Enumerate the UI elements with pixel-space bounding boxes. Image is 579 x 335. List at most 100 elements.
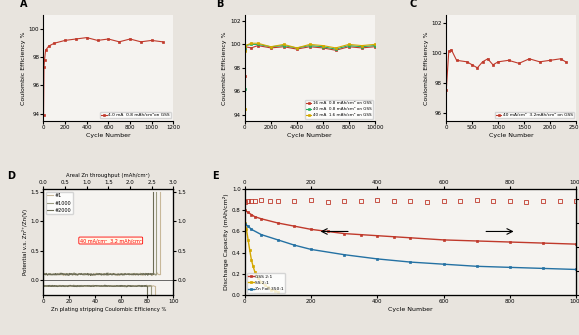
40 mA  1.6 mAh/cm² on GSS — [267, 45, 274, 49]
40 mA  0.8 mAh/cm² on GSS — [241, 47, 248, 51]
Zn Foil 350:1 — [248, 227, 255, 231]
Zn Foil 350:1 — [258, 232, 265, 237]
40 mA  0.8 mAh/cm² on GSS — [242, 44, 249, 48]
40 mA/cm²  3.2mAh/cm² on GSS — [547, 58, 554, 62]
4.0 mA  0.8 mAh/cm²on GSS — [42, 48, 49, 52]
16 mA  0.8 mAh/cm² on GSS — [332, 48, 339, 52]
Line: 40 mA  1.6 mAh/cm² on GSS: 40 mA 1.6 mAh/cm² on GSS — [243, 42, 376, 110]
Line: 40 mA/cm²  3.2mAh/cm² on GSS: 40 mA/cm² 3.2mAh/cm² on GSS — [445, 48, 567, 92]
40 mA/cm²  3.2mAh/cm² on GSS — [453, 58, 460, 62]
Legend: GSS 2:1, SS 2:1, Zn Foil 350:1: GSS 2:1, SS 2:1, Zn Foil 350:1 — [247, 273, 285, 292]
16 mA  0.8 mAh/cm² on GSS — [280, 45, 287, 49]
40 mA  1.6 mAh/cm² on GSS — [319, 44, 326, 48]
GSS 2:1 — [390, 235, 397, 239]
SS 2:1 — [258, 280, 265, 284]
#1 — [115, 274, 122, 278]
Line: Zn Foil 350:1: Zn Foil 350:1 — [244, 223, 577, 271]
16 mA  0.8 mAh/cm² on GSS — [319, 46, 326, 50]
Zn Foil 350:1 — [274, 238, 281, 242]
40 mA/cm²  3.2mAh/cm² on GSS — [557, 57, 564, 61]
Zn Foil 350:1 — [241, 222, 248, 226]
#1 — [71, 273, 78, 277]
16 mA  0.8 mAh/cm² on GSS — [306, 45, 313, 49]
40 mA/cm²  3.2mAh/cm² on GSS — [536, 60, 543, 64]
SS 2:1 — [255, 276, 262, 280]
16 mA  0.8 mAh/cm² on GSS — [248, 46, 255, 50]
Legend: 4.0 mA  0.8 mAh/cm²on GSS: 4.0 mA 0.8 mAh/cm²on GSS — [100, 112, 171, 118]
40 mA  0.8 mAh/cm² on GSS — [371, 44, 378, 48]
GSS 2:1 — [507, 240, 514, 244]
40 mA/cm²  3.2mAh/cm² on GSS — [474, 66, 481, 70]
#1000 — [47, 272, 54, 276]
4.0 mA  0.8 mAh/cm²on GSS — [94, 39, 101, 43]
X-axis label: Zn plating stripping Coulombic Efficiency %: Zn plating stripping Coulombic Efficienc… — [51, 307, 166, 312]
40 mA/cm²  3.2mAh/cm² on GSS — [468, 63, 475, 67]
#1000 — [61, 272, 68, 276]
#2000 — [45, 273, 52, 277]
#1000 — [152, 273, 159, 277]
#1 — [157, 272, 164, 276]
40 mA  1.6 mAh/cm² on GSS — [254, 41, 261, 45]
SS 2:1 — [245, 238, 252, 242]
4.0 mA  0.8 mAh/cm²on GSS — [61, 39, 68, 43]
#2000 — [87, 273, 94, 277]
40 mA/cm²  3.2mAh/cm² on GSS — [489, 63, 496, 67]
SS 2:1 — [246, 249, 253, 253]
40 mA  1.6 mAh/cm² on GSS — [332, 46, 339, 50]
16 mA  0.8 mAh/cm² on GSS — [267, 46, 274, 50]
#1000 — [153, 272, 160, 276]
Legend: 40 mA/cm²  3.2mAh/cm² on GSS: 40 mA/cm² 3.2mAh/cm² on GSS — [494, 112, 574, 118]
GSS 2:1 — [274, 221, 281, 225]
40 mA/cm²  3.2mAh/cm² on GSS — [443, 88, 450, 92]
#2000 — [60, 272, 67, 276]
GSS 2:1 — [245, 210, 252, 214]
Text: C: C — [410, 0, 417, 9]
40 mA/cm²  3.2mAh/cm² on GSS — [494, 60, 501, 64]
4.0 mA  0.8 mAh/cm²on GSS — [51, 41, 58, 45]
40 mA  0.8 mAh/cm² on GSS — [294, 46, 301, 50]
40 mA  0.8 mAh/cm² on GSS — [248, 43, 255, 47]
40 mA/cm²  3.2mAh/cm² on GSS — [448, 48, 455, 52]
Line: 4.0 mA  0.8 mAh/cm²on GSS: 4.0 mA 0.8 mAh/cm²on GSS — [42, 36, 164, 116]
40 mA  1.6 mAh/cm² on GSS — [241, 107, 248, 111]
40 mA  1.6 mAh/cm² on GSS — [248, 41, 255, 45]
#2000 — [145, 271, 152, 275]
Text: E: E — [212, 171, 218, 181]
Zn Foil 350:1 — [540, 266, 547, 270]
GSS 2:1 — [324, 229, 331, 233]
Y-axis label: Coulombic Efficiency %: Coulombic Efficiency % — [424, 31, 428, 105]
40 mA/cm²  3.2mAh/cm² on GSS — [484, 57, 491, 61]
4.0 mA  0.8 mAh/cm²on GSS — [83, 36, 90, 40]
Line: 40 mA  0.8 mAh/cm² on GSS: 40 mA 0.8 mAh/cm² on GSS — [243, 43, 376, 90]
GSS 2:1 — [357, 232, 364, 237]
40 mA  0.8 mAh/cm² on GSS — [358, 45, 365, 49]
40 mA  1.6 mAh/cm² on GSS — [242, 44, 249, 48]
40 mA/cm²  3.2mAh/cm² on GSS — [445, 49, 452, 53]
#2000 — [46, 273, 53, 277]
16 mA  0.8 mAh/cm² on GSS — [294, 47, 301, 51]
Legend: #1, #1000, #2000: #1, #1000, #2000 — [46, 192, 73, 214]
GSS 2:1 — [340, 231, 347, 236]
40 mA/cm²  3.2mAh/cm² on GSS — [562, 60, 569, 64]
#1000 — [70, 272, 77, 276]
SS 2:1 — [265, 285, 272, 289]
40 mA  0.8 mAh/cm² on GSS — [241, 87, 248, 91]
4.0 mA  0.8 mAh/cm²on GSS — [137, 40, 144, 44]
4.0 mA  0.8 mAh/cm²on GSS — [40, 113, 47, 117]
#1 — [62, 272, 69, 276]
X-axis label: Cycle Number: Cycle Number — [489, 133, 533, 138]
Text: 40 mA/cm²  3.2 mAh/cm²: 40 mA/cm² 3.2 mAh/cm² — [80, 238, 142, 243]
#2000 — [69, 273, 76, 277]
Zn Foil 350:1 — [374, 257, 381, 261]
40 mA/cm²  3.2mAh/cm² on GSS — [464, 60, 471, 64]
40 mA  0.8 mAh/cm² on GSS — [267, 45, 274, 49]
GSS 2:1 — [374, 234, 381, 238]
40 mA  1.6 mAh/cm² on GSS — [294, 46, 301, 50]
GSS 2:1 — [291, 224, 298, 228]
#1000 — [45, 272, 52, 276]
Zn Foil 350:1 — [440, 262, 447, 266]
GSS 2:1 — [251, 215, 258, 219]
#1 — [148, 272, 155, 276]
SS 2:1 — [250, 264, 256, 268]
Zn Foil 350:1 — [291, 243, 298, 247]
